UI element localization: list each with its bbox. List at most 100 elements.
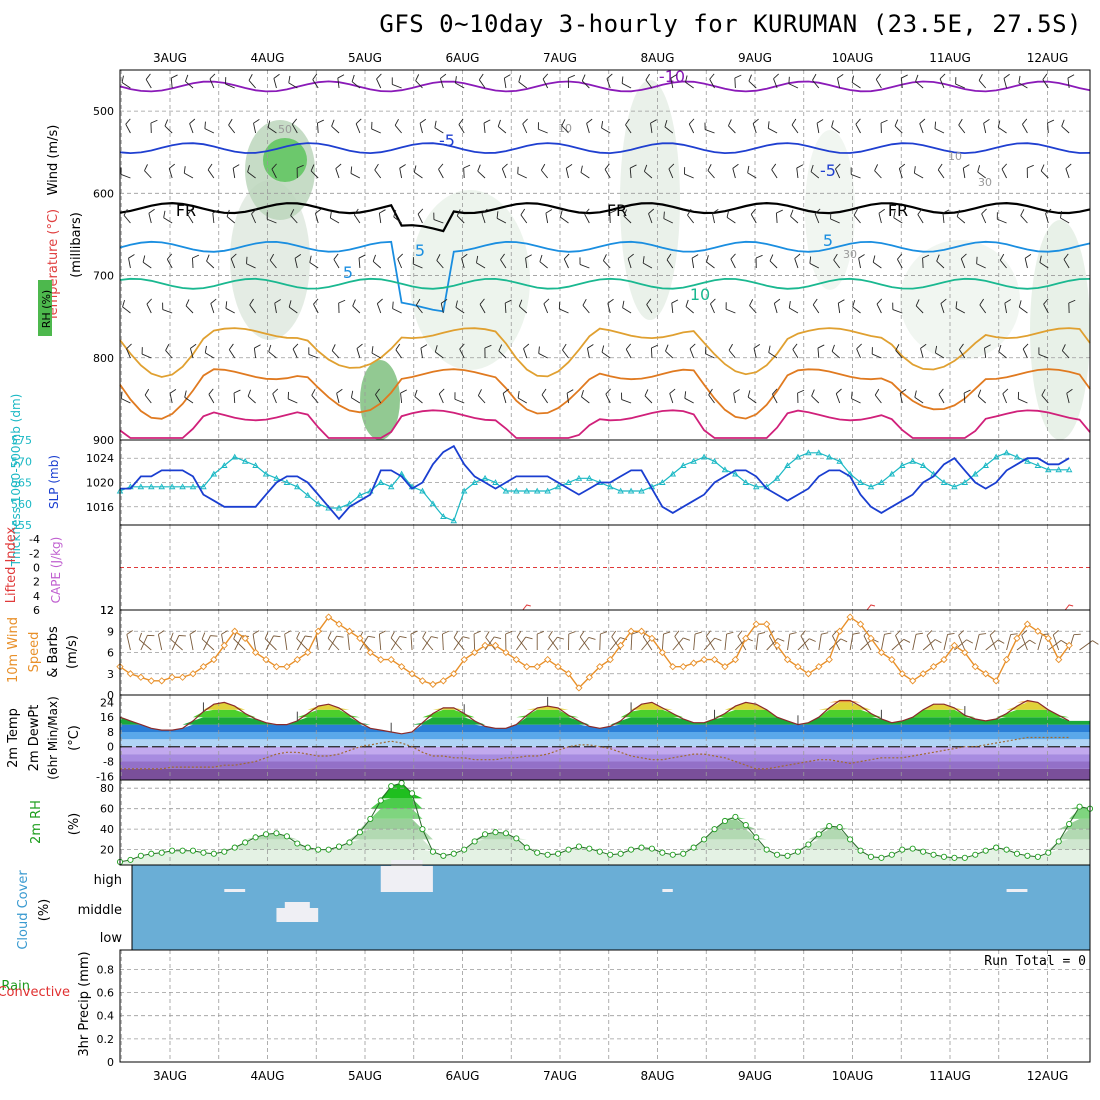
wind-speed-marker [950,641,959,650]
rh-marker [982,847,989,854]
wind-barb-10m [1060,639,1068,645]
wind-barb [685,81,694,89]
wind-speed-marker [1002,655,1011,664]
wind-barb [747,390,751,398]
isotherm [119,368,1091,420]
wind-barb [271,163,277,170]
wind-speed-marker [397,663,406,671]
thickness-marker [346,500,353,507]
wind-speed-marker [648,634,656,642]
wind-barb [979,298,984,306]
wind-speed-marker [929,663,938,671]
wind-barb [833,253,838,261]
ylabel-10m-wind: 10m Wind [6,617,21,683]
ylabel-2m-dewpt: 2m DewPt [27,705,42,772]
wind-speed-marker [126,670,135,678]
wind-barb [309,262,319,269]
rh-marker [315,846,322,853]
wind-barb [204,121,206,129]
wind-barb-10m [442,630,450,635]
wind-barb [602,254,607,261]
wind-barb-10m [170,632,174,640]
wind-barb [627,258,632,269]
wind-barb [977,171,986,179]
wind-barb [539,261,548,269]
wind-barb [749,299,754,306]
wind-speed-marker [877,648,886,657]
wind-barb [538,346,540,354]
wind-barb [753,343,761,349]
wind-barb-10m [880,634,885,651]
rh-marker [273,830,280,837]
rh-marker [794,848,802,855]
wind-barb [648,208,655,214]
wind-barb [352,305,361,314]
wind-barb [478,395,486,404]
wind-barb [810,164,814,172]
wind-barb [915,305,924,314]
wind-barb-10m [485,637,496,651]
wind-barb [481,213,486,224]
contour-label: 5 [823,231,833,250]
wind-barb [226,216,236,224]
wind-barb-10m [138,639,152,651]
wind-barb [1039,255,1042,263]
wind-barb-10m [378,634,382,651]
wind-barb [607,298,614,304]
wind-speed-marker [387,655,395,664]
wind-barb [271,168,277,179]
wind-barb [520,208,526,216]
wind-barb [145,79,152,89]
wind-barb [1045,208,1052,214]
wind-barb [956,209,960,217]
wind-barb [997,218,1007,224]
wind-tick: 9 [107,625,114,638]
wind-barb-10m [284,634,288,651]
wind-barb [1063,253,1069,260]
rh-marker [847,836,854,843]
temp-band [120,709,1090,718]
wind-barb [831,126,840,134]
wind-barb [625,118,630,125]
wind-barb [1024,258,1028,269]
thickness-marker [148,483,155,490]
wind-barb [440,73,447,79]
temp-band [120,717,1090,725]
rh-marker [1013,850,1021,857]
wind-barb [183,166,186,174]
wind-barb [963,389,971,394]
rh-marker [732,813,739,820]
wind-barb [1061,119,1065,127]
contour-label: -10 [659,67,685,86]
wind-speed-marker [345,627,354,635]
wind-barb [622,300,625,308]
temp-band [120,739,1090,747]
wind-speed-marker [189,670,197,678]
thickness-marker [231,453,238,460]
wind-barb-10m [422,637,434,651]
wind-barb [185,299,190,306]
wind-barb [705,353,715,359]
wind-barb [914,390,917,398]
wind-barb-10m [974,634,980,651]
rh-tick: 20 [100,844,114,857]
ylabel-rh-units: (%) [67,813,82,836]
wind-barb [900,77,903,89]
rh-marker [169,847,176,854]
wind-barb [1022,118,1028,125]
date-label-top: 12AUG [1027,51,1069,65]
thickness-marker [335,504,343,511]
wind-barb [192,254,200,259]
wind-barb [312,79,319,89]
wind-barb [771,169,778,179]
wind-barb [144,394,152,404]
rh-marker [701,836,708,843]
wind-barb [208,388,214,395]
wind-barb [163,210,166,218]
wind-barb [625,343,632,350]
wind-barb [836,78,841,89]
wind-barb [148,213,152,224]
wind-barb [267,120,271,128]
date-label-bottom: 12AUG [1027,1069,1069,1083]
temp-band [120,754,1090,762]
